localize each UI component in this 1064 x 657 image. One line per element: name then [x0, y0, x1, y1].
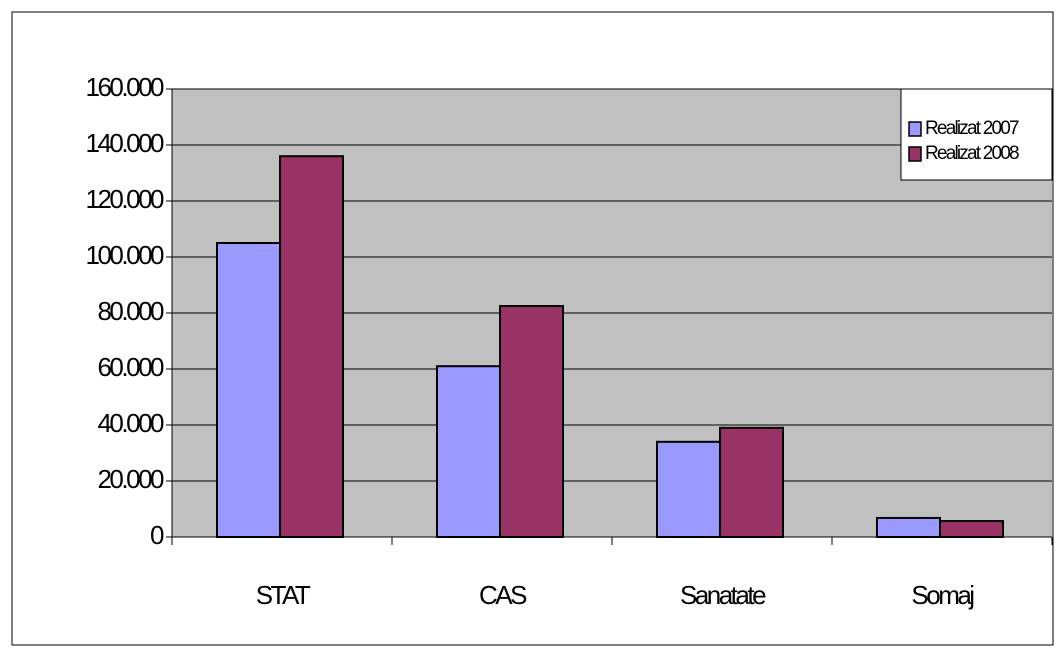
- x-tick-label: Sanatate: [680, 580, 766, 610]
- y-tick-label: 80.000: [97, 296, 164, 326]
- x-tick-label: CAS: [479, 580, 527, 610]
- x-tick-label: Somaj: [911, 580, 974, 610]
- legend-swatch: [908, 146, 922, 162]
- y-tick-label: 140.000: [86, 128, 165, 158]
- y-tick-label: 20.000: [97, 464, 164, 494]
- bar: [279, 155, 344, 538]
- bar: [876, 516, 941, 539]
- y-tick-label: 120.000: [86, 184, 165, 214]
- y-tick-label: 100.000: [86, 240, 165, 270]
- legend: [900, 88, 1053, 181]
- y-tick-label: 160.000: [86, 72, 165, 102]
- legend-label: Realizat 2007: [925, 118, 1019, 139]
- bar: [719, 426, 784, 538]
- bar: [436, 365, 501, 539]
- x-tick-label: STAT: [256, 580, 311, 610]
- y-tick-label: 0: [150, 520, 164, 550]
- y-tick-label: 60.000: [97, 352, 164, 382]
- bar: [939, 520, 1004, 538]
- legend-label: Realizat 2008: [925, 143, 1019, 164]
- legend-swatch: [908, 121, 922, 137]
- bar: [499, 305, 564, 538]
- bar: [216, 242, 281, 538]
- y-tick-label: 40.000: [97, 408, 164, 438]
- bar: [656, 440, 721, 538]
